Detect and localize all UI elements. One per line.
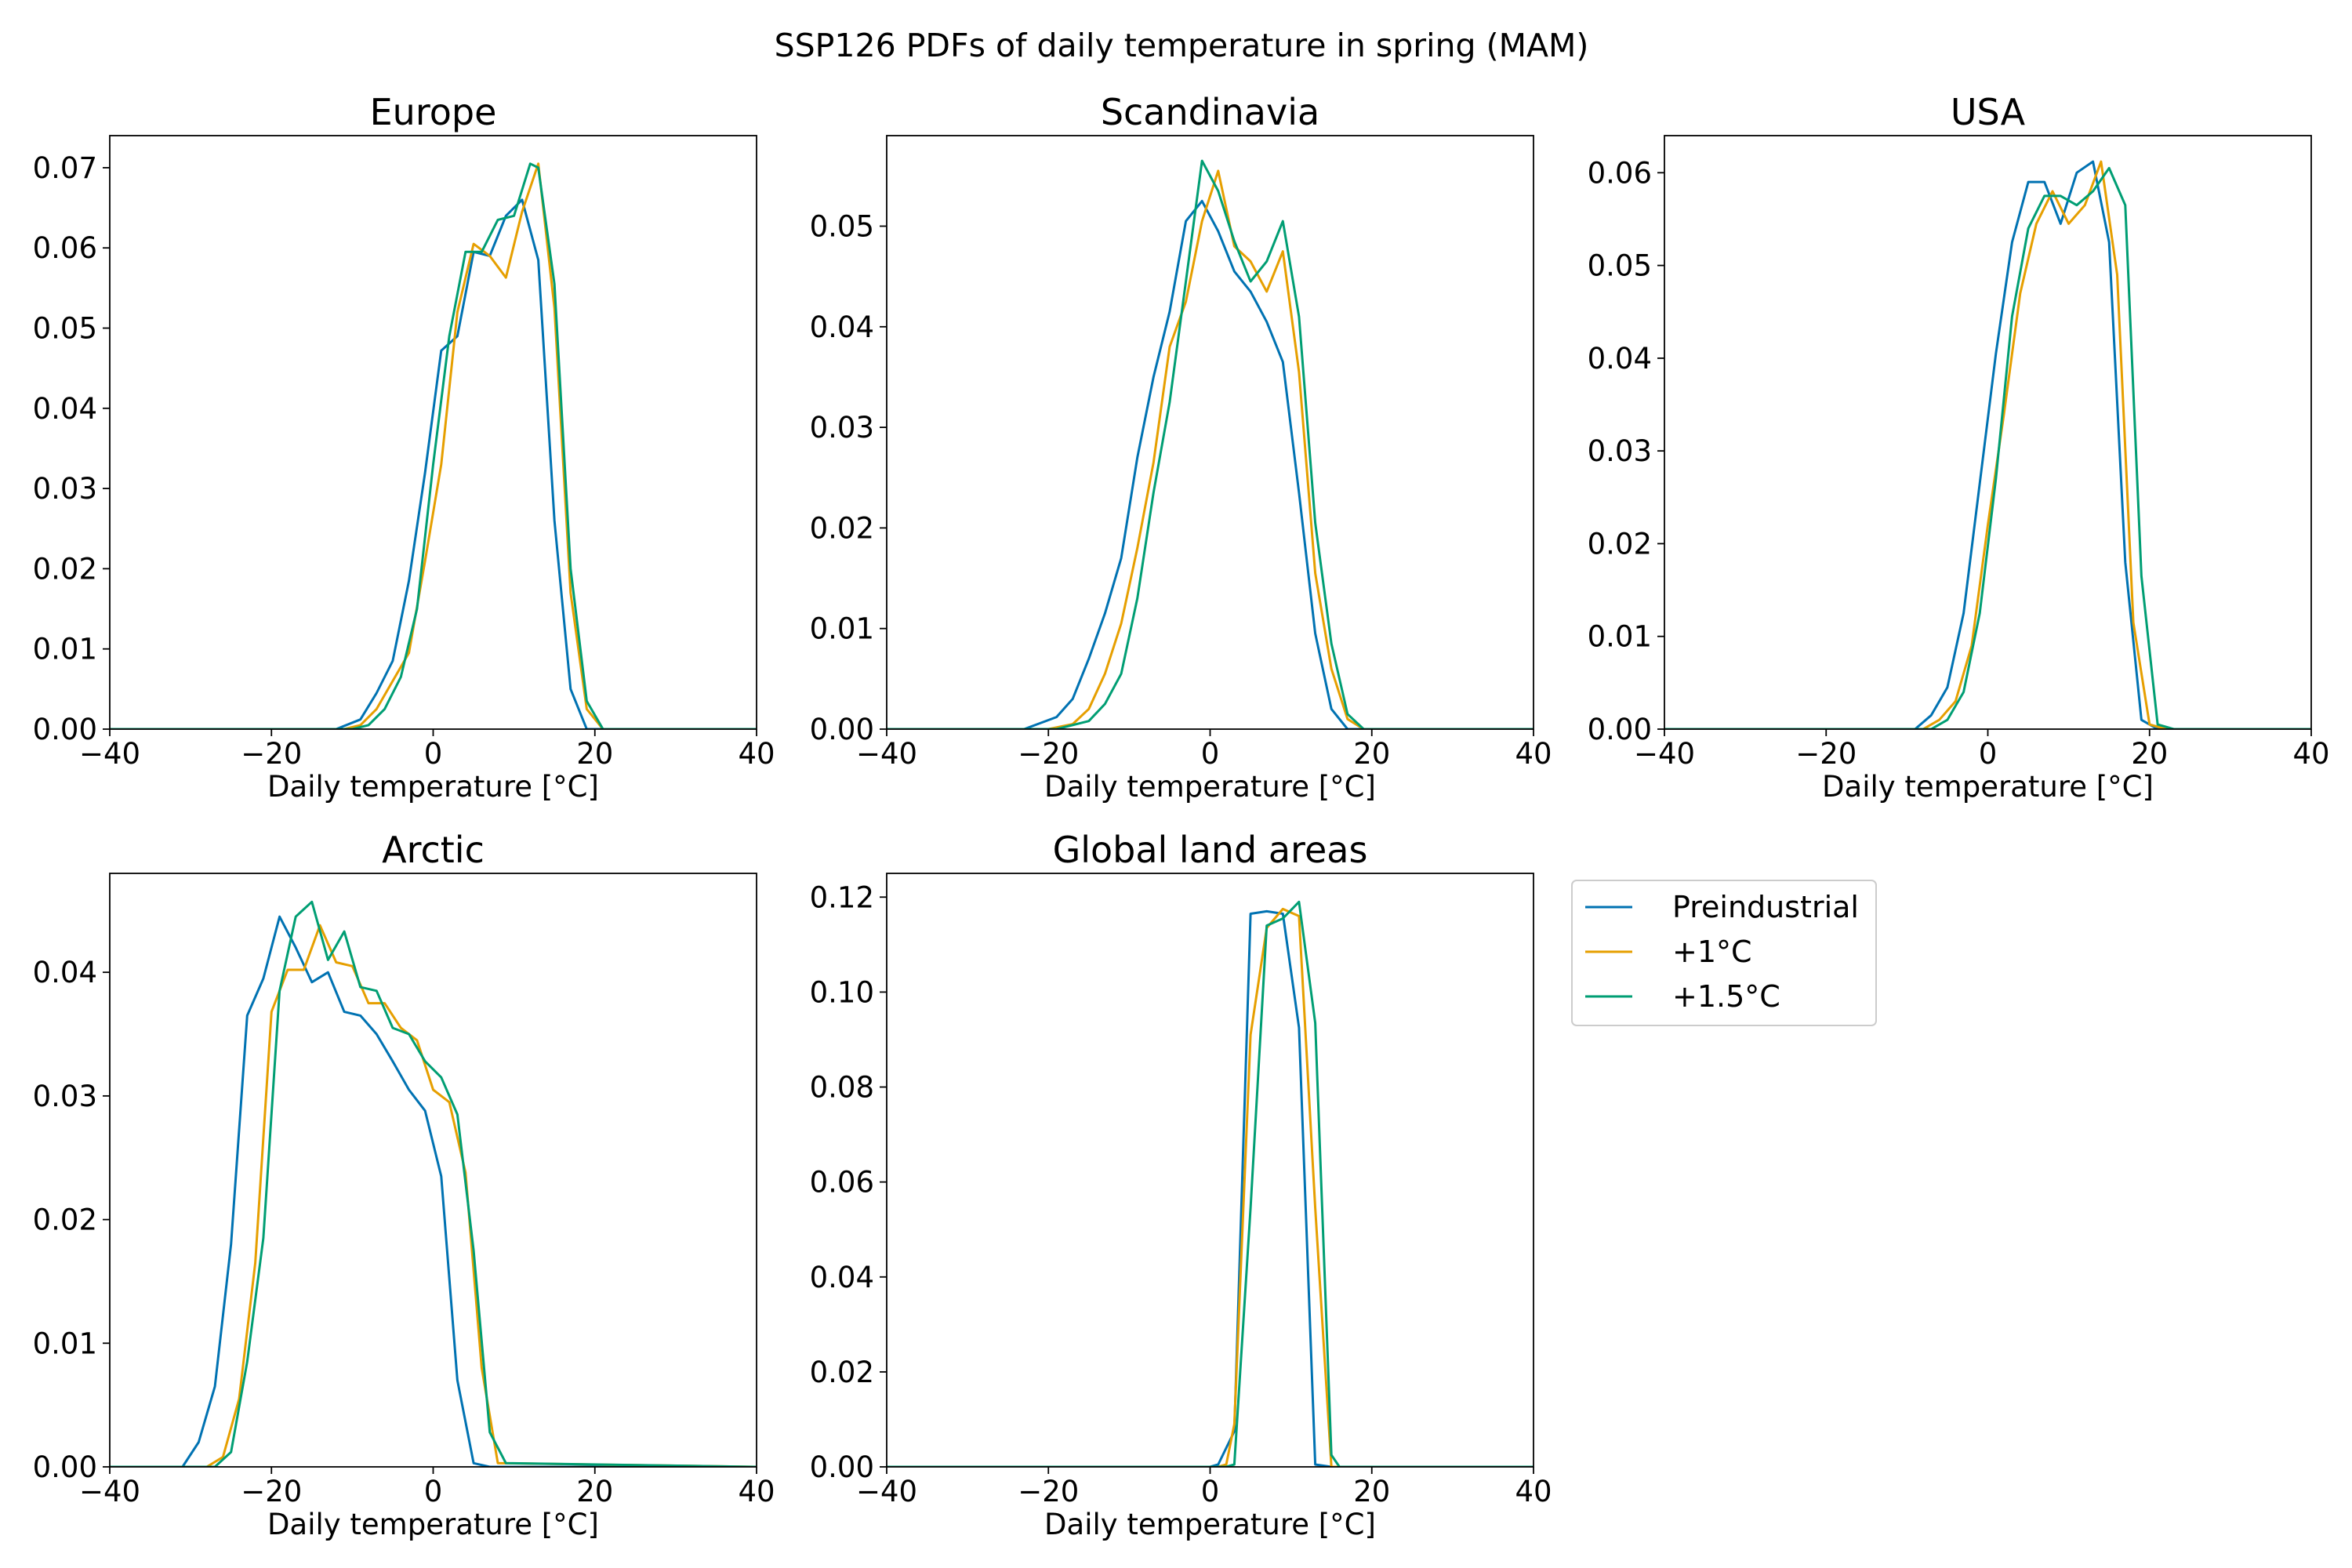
chart-0-xlabel: Daily temperature [°C] (267, 770, 599, 804)
chart-4-series-plus-1c (887, 907, 1534, 1467)
chart-4-series-plus-1-5c (887, 900, 1534, 1467)
chart-1-xtick-label: 0 (1201, 737, 1220, 771)
chart-4-xtick-label: 40 (1515, 1475, 1552, 1508)
chart-4-ytick-label: 0.06 (810, 1166, 874, 1200)
legend-frame (1571, 880, 1877, 1026)
figure-suptitle: SSP126 PDFs of daily temperature in spri… (775, 27, 1589, 64)
chart-0-ytick-label: 0.02 (33, 552, 97, 586)
chart-3-series-preindustrial (110, 915, 757, 1467)
chart-1-xtick-label: −20 (1018, 737, 1079, 771)
chart-3-ytick-label: 0.00 (33, 1450, 97, 1484)
chart-3-title: Arctic (382, 829, 485, 871)
chart-2-series-plus-1c (1664, 160, 2311, 729)
chart-3-ytick-label: 0.01 (33, 1327, 97, 1360)
chart-3-xtick-label: 20 (576, 1475, 613, 1508)
chart-1-series-plus-1c (887, 169, 1534, 729)
legend: Preindustrial +1°C +1.5°C (1571, 880, 1877, 1026)
chart-0-ytick-label: 0.06 (33, 231, 97, 265)
chart-1-xtick-label: 40 (1515, 737, 1552, 771)
panel-usa: −40 −20 0 20 40 0.00 0.01 0.02 0.03 0.04 0.05 0.06 U… (1588, 91, 2330, 804)
chart-2-ytick-label: 0.02 (1588, 527, 1652, 561)
chart-3-xlabel: Daily temperature [°C] (267, 1508, 599, 1541)
chart-2-xlabel: Daily temperature [°C] (1822, 770, 2154, 804)
chart-2-xtick-label: 20 (2131, 737, 2168, 771)
chart-2-ytick-label: 0.04 (1588, 342, 1652, 376)
chart-2-axes-frame (1664, 135, 2312, 730)
chart-3-ytick-label: 0.02 (33, 1203, 97, 1237)
chart-2-xtick-label: 40 (2292, 737, 2329, 771)
chart-4-ytick-label: 0.00 (810, 1450, 874, 1484)
chart-4-xtick-label: −20 (1018, 1475, 1079, 1508)
legend-label-plus-1c: +1°C (1672, 935, 1752, 969)
chart-1-xtick-label: −40 (856, 737, 917, 771)
panel-global-land-areas: −40 −20 0 20 40 0.00 0.02 0.04 0.06 0.08 0.10 0.12 G… (810, 829, 1552, 1541)
chart-4-series-preindustrial (887, 909, 1534, 1467)
panel-europe: −40 −20 0 20 40 0.00 0.01 0.02 0.03 0.04 0.05 0.06 0… (33, 91, 775, 804)
chart-0-ytick-label: 0.03 (33, 472, 97, 506)
chart-3-series-plus-1c (110, 924, 757, 1467)
chart-1-axes-frame (886, 135, 1534, 730)
legend-label-preindustrial: Preindustrial (1672, 890, 1859, 924)
chart-0-ytick-label: 0.05 (33, 312, 97, 346)
chart-1-ytick-label: 0.01 (810, 612, 874, 646)
chart-1-series-plus-1-5c (887, 159, 1534, 729)
chart-3-xtick-label: 40 (738, 1475, 775, 1508)
chart-3-xtick-label: −20 (241, 1475, 302, 1508)
chart-3-xtick-label: 0 (424, 1475, 443, 1508)
chart-2-xtick-label: −40 (1634, 737, 1695, 771)
chart-2-ytick-label: 0.00 (1588, 713, 1652, 746)
chart-1-title: Scandinavia (1101, 91, 1319, 133)
chart-4-title: Global land areas (1053, 829, 1368, 871)
chart-2-ytick-label: 0.01 (1588, 620, 1652, 654)
chart-0-title: Europe (370, 91, 497, 133)
chart-4-xtick-label: −40 (856, 1475, 917, 1508)
chart-4-axes-frame (886, 873, 1534, 1468)
chart-1-ytick-label: 0.02 (810, 511, 874, 545)
legend-label-plus-1-5c: +1.5°C (1672, 979, 1780, 1014)
chart-2-ytick-label: 0.05 (1588, 249, 1652, 283)
chart-4-ytick-label: 0.08 (810, 1071, 874, 1105)
chart-4-xtick-label: 20 (1353, 1475, 1390, 1508)
chart-3-ytick-label: 0.04 (33, 956, 97, 989)
chart-1-xlabel: Daily temperature [°C] (1044, 770, 1376, 804)
chart-2-series-preindustrial (1664, 160, 2311, 729)
chart-3-xtick-label: −40 (79, 1475, 140, 1508)
chart-4-ytick-label: 0.10 (810, 975, 874, 1009)
chart-1-ytick-label: 0.05 (810, 209, 874, 243)
chart-0-xtick-label: 20 (576, 737, 613, 771)
chart-0-xtick-label: −40 (79, 737, 140, 771)
chart-3-ytick-label: 0.03 (33, 1080, 97, 1113)
chart-0-xtick-label: 40 (738, 737, 775, 771)
chart-3-series-plus-1-5c (110, 900, 757, 1467)
chart-2-title: USA (1951, 91, 2026, 133)
chart-2-xtick-label: 0 (1979, 737, 1998, 771)
chart-4-xlabel: Daily temperature [°C] (1044, 1508, 1376, 1541)
chart-4-xtick-label: 0 (1201, 1475, 1220, 1508)
chart-0-xtick-label: 0 (424, 737, 443, 771)
chart-0-series-plus-1-5c (110, 162, 757, 729)
chart-2-ytick-label: 0.06 (1588, 156, 1652, 190)
chart-0-ytick-label: 0.01 (33, 633, 97, 666)
chart-1-series-preindustrial (887, 199, 1534, 729)
chart-1-xtick-label: 20 (1353, 737, 1390, 771)
chart-0-series-plus-1c (110, 162, 757, 729)
panel-scandinavia: −40 −20 0 20 40 0.00 0.01 0.02 0.03 0.04 0.05 Scand… (810, 91, 1552, 804)
chart-3-axes-frame (109, 873, 757, 1468)
chart-0-xtick-label: −20 (241, 737, 302, 771)
chart-2-ytick-label: 0.03 (1588, 434, 1652, 468)
chart-0-axes-frame (109, 135, 757, 730)
chart-1-ytick-label: 0.03 (810, 411, 874, 445)
chart-0-ytick-label: 0.00 (33, 713, 97, 746)
chart-2-series-plus-1-5c (1664, 166, 2311, 729)
chart-4-ytick-label: 0.04 (810, 1261, 874, 1294)
chart-0-ytick-label: 0.04 (33, 392, 97, 426)
panel-arctic: −40 −20 0 20 40 0.00 0.01 0.02 0.03 0.04 Arctic Dai… (33, 829, 775, 1541)
chart-4-ytick-label: 0.02 (810, 1356, 874, 1389)
chart-4-ytick-label: 0.12 (810, 880, 874, 914)
chart-2-xtick-label: −20 (1795, 737, 1857, 771)
chart-0-ytick-label: 0.07 (33, 151, 97, 185)
chart-1-ytick-label: 0.04 (810, 310, 874, 344)
chart-1-ytick-label: 0.00 (810, 713, 874, 746)
